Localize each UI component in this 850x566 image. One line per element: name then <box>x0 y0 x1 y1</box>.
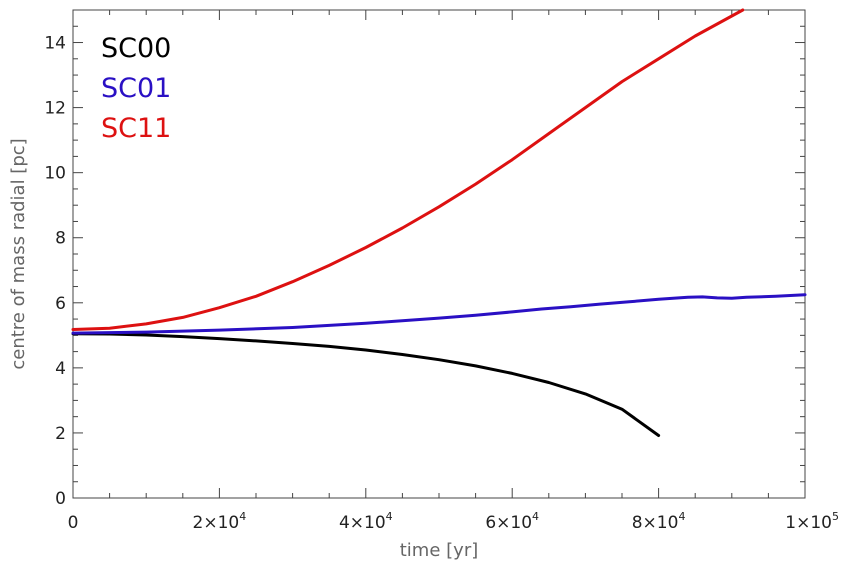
x-tick-label: 0 <box>68 513 79 533</box>
y-tick-label: 2 <box>55 424 66 444</box>
y-tick-label: 4 <box>55 359 66 379</box>
series-line-sc00 <box>71 332 661 437</box>
tick-labels: 0 2×104 4×104 6×104 8×104 1×105 0 2 4 6 8 10 12 14 <box>44 34 839 533</box>
legend-entry-sc00: SC00 <box>101 33 171 64</box>
legend-entry-sc11: SC11 <box>101 113 171 144</box>
x-tick-label: 2×104 <box>193 510 247 533</box>
plot-frame <box>72 9 806 499</box>
legend-entry-sc01: SC01 <box>101 73 171 104</box>
y-tick-label: 14 <box>44 34 66 54</box>
x-tick-label: 4×104 <box>339 510 393 533</box>
axis-ticks <box>72 9 806 499</box>
x-tick-label: 1×105 <box>785 510 839 533</box>
series-lines <box>71 8 807 437</box>
y-tick-label: 6 <box>55 294 66 314</box>
x-tick-label: 6×104 <box>485 510 539 533</box>
series-line-sc11 <box>71 8 745 331</box>
y-axis-label: centre of mass radial [pc] <box>8 138 29 369</box>
x-tick-label: 8×104 <box>632 510 686 533</box>
legend: SC00 SC01 SC11 <box>101 33 171 144</box>
y-tick-label: 10 <box>44 164 66 184</box>
series-line-sc01 <box>71 293 807 335</box>
y-tick-label: 12 <box>44 99 66 119</box>
x-axis-label: time [yr] <box>400 540 479 561</box>
y-tick-label: 8 <box>55 229 66 249</box>
y-tick-label: 0 <box>55 489 66 509</box>
